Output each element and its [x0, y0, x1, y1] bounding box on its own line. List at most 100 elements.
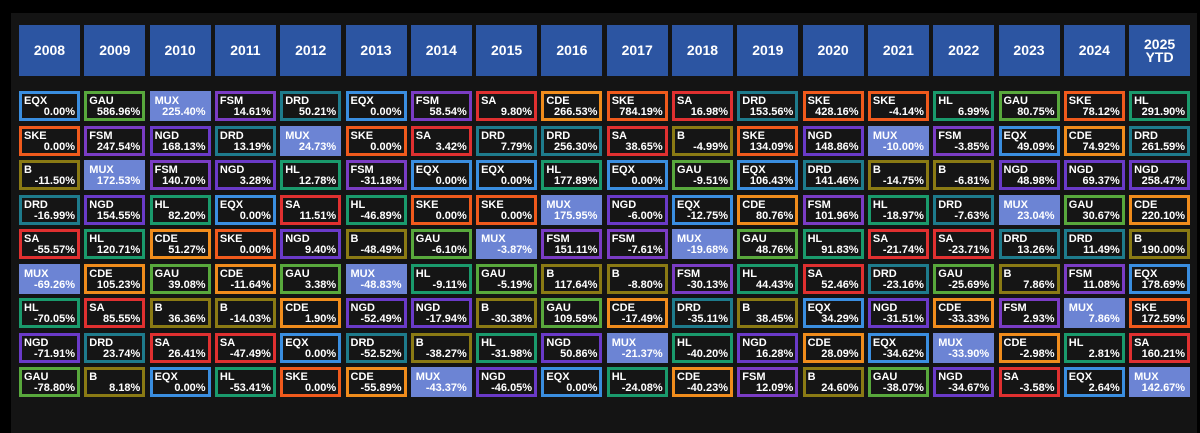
return-cell: HL 82.20%: [149, 194, 211, 225]
return-cell: SKE 134.09%: [737, 125, 799, 156]
return-cell: GAU -6.10%: [410, 229, 472, 259]
return-cell: SKE 0.00%: [19, 125, 80, 156]
return-cell: CDE 51.27%: [149, 229, 211, 259]
return-value: 38.45%: [755, 313, 794, 325]
return-value: 190.00%: [1141, 244, 1186, 256]
ticker-label: B: [807, 371, 816, 383]
return-cell: B 8.18%: [84, 367, 146, 397]
return-value: 266.53%: [553, 106, 598, 118]
ticker-label: CDE: [1003, 336, 1027, 349]
return-cell: SA -23.71%: [933, 229, 995, 259]
ticker-label: NGD: [350, 302, 375, 314]
return-cell: NGD 9.40%: [280, 229, 342, 259]
return-value: 12.09%: [755, 382, 794, 394]
return-cell: SA 160.21%: [1129, 332, 1191, 363]
return-cell: HL 6.99%: [933, 91, 995, 121]
return-value: -31.51%: [882, 313, 924, 325]
ticker-label: B: [350, 233, 359, 245]
return-value: 49.09%: [1017, 140, 1055, 153]
year-header: 2017: [606, 25, 668, 76]
ticker-label: DRD: [872, 267, 897, 280]
ticker-label: HL: [546, 164, 562, 176]
ticker-label: CDE: [677, 371, 701, 383]
return-cell: NGD 16.28%: [737, 332, 799, 363]
return-cell: SA 85.55%: [84, 298, 146, 328]
return-value: 153.56%: [749, 106, 794, 118]
return-value: -12.75%: [687, 209, 728, 222]
return-cell: B 190.00%: [1129, 229, 1191, 259]
return-value: -4.99%: [693, 140, 728, 153]
ticker-label: DRD: [89, 336, 114, 349]
return-value: -71.91%: [34, 347, 75, 360]
ticker-label: CDE: [1068, 129, 1093, 142]
return-value: 140.70%: [162, 175, 206, 187]
return-cell: CDE -40.23%: [672, 367, 733, 397]
return-value: -6.81%: [954, 175, 990, 187]
return-value: 177.89%: [553, 175, 598, 187]
ticker-label: FSM: [1003, 302, 1027, 314]
return-value: -46.89%: [360, 209, 402, 222]
ticker-label: EQX: [546, 371, 570, 383]
ticker-label: HL: [872, 198, 888, 211]
return-cell: FSM -3.85%: [933, 125, 995, 156]
return-value: 78.12%: [1082, 106, 1120, 118]
return-cell: GAU -38.07%: [867, 367, 929, 397]
ticker-label: GAU: [24, 371, 49, 383]
ticker-label: MUX: [611, 336, 637, 349]
return-value: 16.28%: [755, 347, 794, 360]
return-value: 7.86%: [1023, 278, 1055, 291]
ticker-label: SA: [285, 198, 301, 211]
return-value: 148.86%: [815, 140, 859, 153]
return-value: 69.37%: [1082, 175, 1120, 187]
ticker-label: EQX: [742, 164, 766, 176]
return-cell: DRD 141.46%: [802, 160, 864, 190]
ticker-label: SKE: [872, 95, 896, 107]
return-cell: NGD 168.13%: [149, 125, 211, 156]
ticker-label: HL: [415, 267, 431, 280]
ticker-label: GAU: [89, 95, 114, 107]
return-cell: HL 91.83%: [802, 229, 864, 259]
ticker-label: FSM: [677, 267, 701, 280]
return-value: -38.07%: [882, 382, 924, 394]
return-value: 0.00%: [500, 209, 533, 222]
ticker-label: NGD: [285, 233, 310, 245]
return-cell: SA 52.46%: [802, 263, 864, 294]
return-value: -16.99%: [34, 209, 75, 222]
return-value: 784.19%: [619, 106, 663, 118]
return-value: 168.13%: [162, 140, 206, 153]
return-value: 120.71%: [96, 244, 141, 256]
ticker-label: DRD: [938, 198, 963, 211]
ticker-label: HL: [219, 371, 235, 383]
ticker-label: CDE: [742, 198, 766, 211]
return-cell: EQX 2.64%: [1063, 367, 1125, 397]
return-value: 48.76%: [755, 244, 794, 256]
return-cell: NGD 48.98%: [998, 160, 1060, 190]
ticker-label: B: [89, 371, 98, 383]
year-header: 2010: [149, 25, 211, 76]
return-cell: DRD 7.79%: [476, 125, 538, 156]
return-cell: CDE 74.92%: [1063, 125, 1125, 156]
ticker-label: EQX: [872, 336, 897, 349]
ticker-label: DRD: [1003, 233, 1028, 245]
ticker-label: MUX: [1003, 198, 1028, 211]
return-cell: MUX 172.53%: [84, 160, 146, 190]
year-header: 2014: [410, 25, 472, 76]
return-cell: MUX 225.40%: [149, 91, 211, 121]
return-cell: CDE -2.98%: [998, 332, 1060, 363]
return-cell: DRD -35.11%: [672, 298, 733, 328]
ticker-label: CDE: [611, 302, 635, 314]
ticker-label: GAU: [938, 267, 963, 280]
ticker-label: NGD: [1134, 164, 1159, 176]
ticker-label: NGD: [1003, 164, 1028, 176]
return-cell: NGD -46.05%: [476, 367, 538, 397]
year-header: 2020: [802, 25, 864, 76]
return-value: 3.38%: [304, 278, 337, 291]
ticker-label: DRD: [24, 198, 48, 211]
ticker-label: MUX: [481, 233, 506, 245]
ticker-label: SKE: [219, 233, 243, 245]
return-value: -25.69%: [948, 278, 990, 291]
return-value: -17.49%: [621, 313, 663, 325]
return-cell: FSM 12.09%: [737, 367, 799, 397]
return-value: 24.73%: [298, 140, 337, 153]
return-value: -11.64%: [230, 278, 271, 291]
